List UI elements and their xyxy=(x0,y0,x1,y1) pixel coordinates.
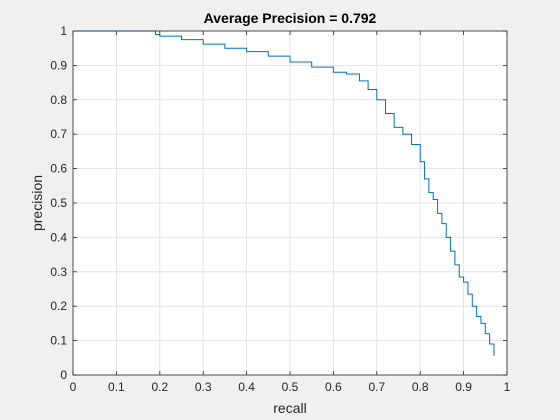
y-tick-label: 0.4 xyxy=(50,230,67,244)
axis-ticks: 0 0.1 0.2 0.3 0.4 0.5 0.6 0.7 0.8 0.9 1 0 0.1 0.2 0.3 0… xyxy=(50,24,510,394)
x-tick-label: 0.5 xyxy=(282,380,299,394)
x-tick-label: 0.7 xyxy=(368,380,385,394)
chart-title: Average Precision = 0.792 xyxy=(204,10,377,26)
x-tick-label: 0 xyxy=(70,380,77,394)
y-tick-label: 0.7 xyxy=(50,127,67,141)
x-tick-label: 1 xyxy=(504,380,511,394)
y-tick-label: 0 xyxy=(60,368,67,382)
x-tick-label: 0.1 xyxy=(108,380,125,394)
y-tick-label: 0.8 xyxy=(50,93,67,107)
x-tick-label: 0.8 xyxy=(412,380,429,394)
y-tick-label: 0.9 xyxy=(50,58,67,72)
y-tick-label: 0.2 xyxy=(50,299,67,313)
series-group xyxy=(73,30,495,357)
x-tick-label: 0.4 xyxy=(238,380,255,394)
plot-frame xyxy=(72,30,508,376)
y-tick-label: 0.3 xyxy=(50,265,67,279)
y-tick-label: 0.5 xyxy=(50,196,67,210)
x-tick-label: 0.6 xyxy=(325,380,342,394)
y-axis-label: precision xyxy=(29,175,45,231)
y-tick-label: 1 xyxy=(60,24,67,38)
y-tick-label: 0.6 xyxy=(50,162,67,176)
series-line xyxy=(73,30,495,357)
x-tick-label: 0.3 xyxy=(195,380,212,394)
x-tick-label: 0.2 xyxy=(151,380,168,394)
x-axis-label: recall xyxy=(273,400,306,416)
y-tick-label: 0.1 xyxy=(50,334,67,348)
x-tick-label: 0.9 xyxy=(455,380,472,394)
